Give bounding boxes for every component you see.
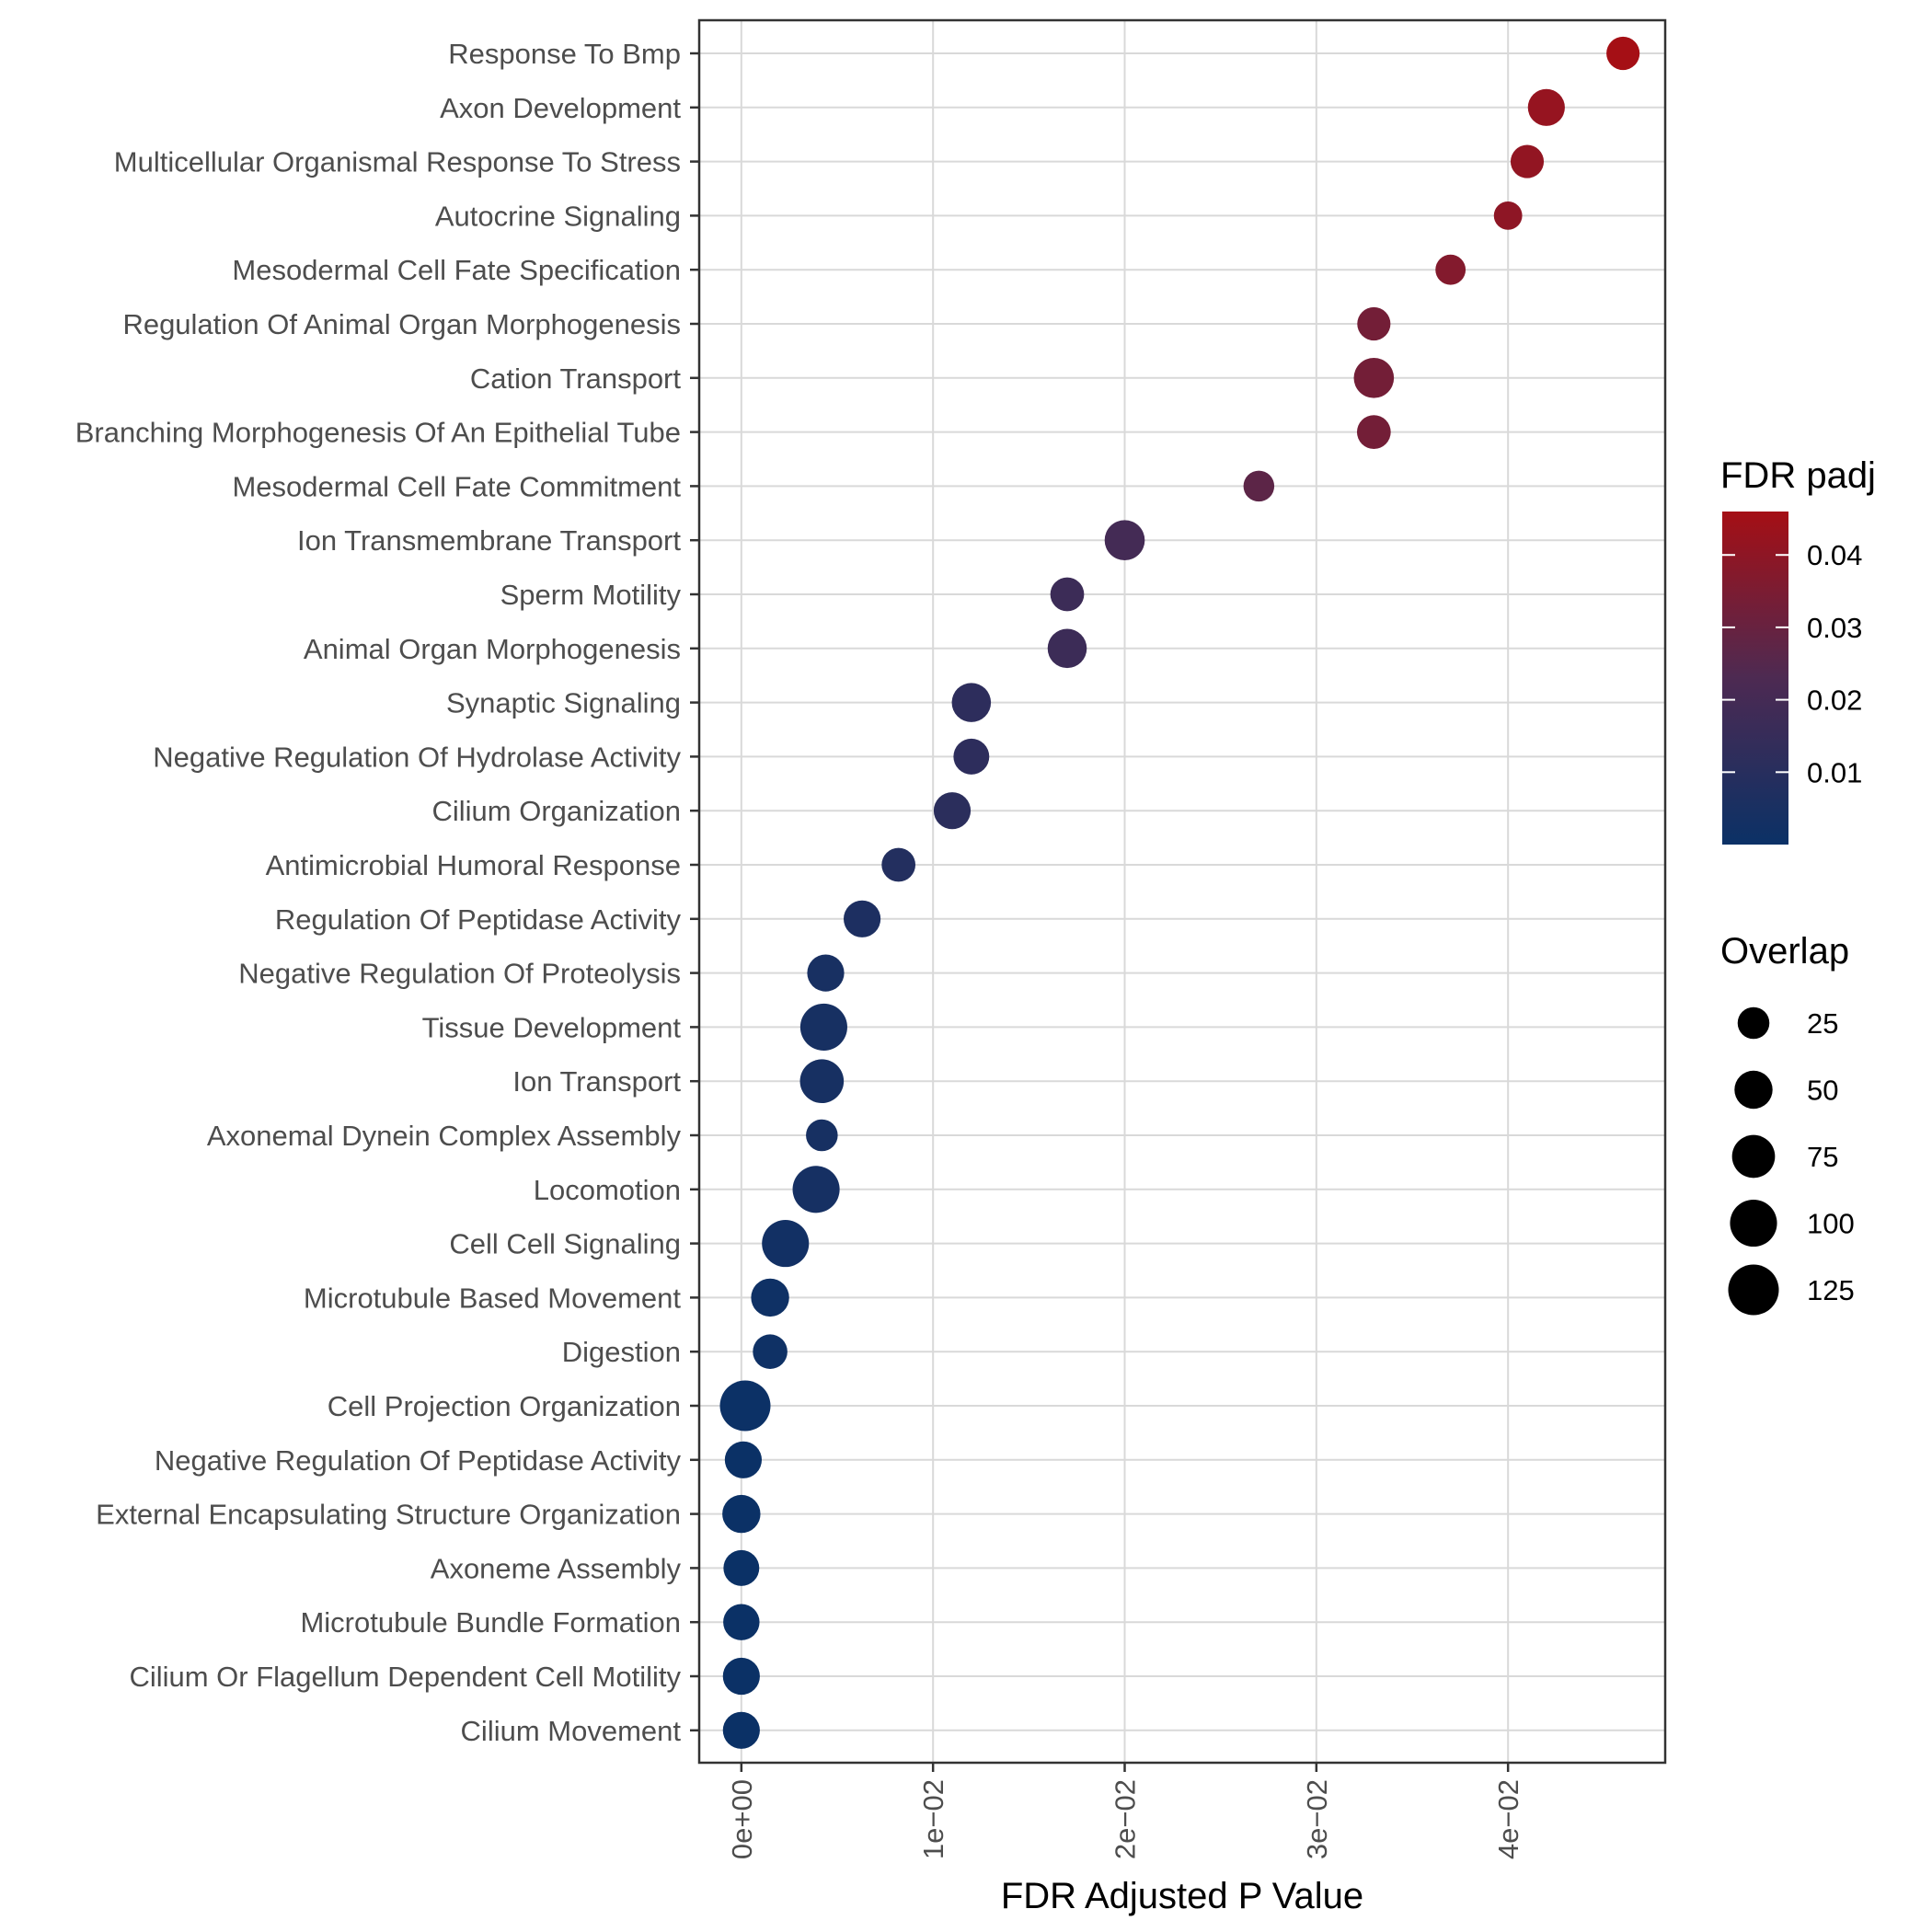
- y-tick-label: Cilium Movement: [461, 1715, 682, 1747]
- data-point: [723, 1604, 760, 1640]
- color-legend-label: 0.03: [1807, 612, 1862, 644]
- data-point: [1606, 36, 1640, 71]
- y-tick-label: Negative Regulation Of Hydrolase Activit…: [153, 741, 681, 773]
- data-point: [1527, 88, 1565, 126]
- size-legend-dot: [1730, 1199, 1777, 1248]
- data-point: [799, 1059, 845, 1103]
- y-tick-label: Microtubule Bundle Formation: [300, 1606, 681, 1639]
- y-tick-label: Axoneme Assembly: [431, 1552, 682, 1584]
- size-legend-title: Overlap: [1720, 931, 1849, 972]
- size-legend-dot: [1737, 1006, 1770, 1040]
- y-tick-label: Cation Transport: [470, 362, 682, 395]
- data-point: [799, 1003, 847, 1051]
- data-point: [1435, 254, 1466, 285]
- y-tick-label: Response To Bmp: [448, 38, 681, 70]
- data-point: [843, 900, 881, 937]
- color-legend: FDR padj 0.04 0.03 0.02 0.01: [1720, 455, 1876, 845]
- y-tick-label: Mesodermal Cell Fate Specification: [232, 254, 681, 286]
- x-axis-title: FDR Adjusted P Value: [1001, 1876, 1363, 1916]
- y-tick-label: Animal Organ Morphogenesis: [304, 633, 681, 665]
- y-tick-label: Tissue Development: [422, 1011, 682, 1043]
- size-legend-dot: [1728, 1264, 1779, 1316]
- y-tick-label: Cell Projection Organization: [328, 1390, 681, 1422]
- size-legend-label: 25: [1807, 1007, 1838, 1040]
- y-tick-label: Mesodermal Cell Fate Commitment: [232, 470, 681, 502]
- data-point: [722, 1494, 761, 1534]
- y-tick-label: Cilium Or Flagellum Dependent Cell Motil…: [129, 1661, 681, 1693]
- size-legend-label: 75: [1807, 1141, 1838, 1173]
- size-legend-label: 125: [1807, 1274, 1855, 1306]
- y-tick-label: Autocrine Signaling: [435, 200, 681, 232]
- data-point: [719, 1380, 771, 1432]
- data-point: [1357, 306, 1391, 341]
- size-legend-label: 100: [1807, 1208, 1855, 1240]
- y-axis: Response To Bmp Axon Development Multicell…: [75, 38, 699, 1747]
- data-point: [1493, 201, 1523, 230]
- y-tick-label: Cilium Organization: [432, 795, 682, 827]
- color-legend-label: 0.04: [1807, 539, 1862, 571]
- size-legend-dot: [1731, 1134, 1776, 1179]
- data-point: [792, 1166, 840, 1213]
- y-tick-label: Microtubule Based Movement: [304, 1282, 681, 1314]
- data-point: [1104, 520, 1145, 561]
- data-point: [751, 1278, 789, 1317]
- y-tick-label: Cell Cell Signaling: [449, 1228, 681, 1260]
- x-tick-label: 2e−02: [1110, 1779, 1142, 1859]
- size-legend: Overlap 25 50 75 100 125: [1720, 931, 1855, 1316]
- data-point: [881, 847, 916, 882]
- y-tick-label: Multicellular Organismal Response To Str…: [114, 146, 681, 178]
- data-point: [724, 1441, 763, 1478]
- data-points: [719, 36, 1640, 1749]
- y-tick-label: Antimicrobial Humoral Response: [266, 849, 681, 881]
- data-point: [722, 1711, 760, 1749]
- y-tick-label: Regulation Of Animal Organ Morphogenesis: [122, 308, 681, 340]
- y-tick-label: Axonemal Dynein Complex Assembly: [207, 1120, 682, 1152]
- y-tick-label: Branching Morphogenesis Of An Epithelial…: [75, 417, 681, 449]
- x-axis: 0e+00 1e−02 2e−02 3e−02 4e−02: [726, 1763, 1524, 1859]
- size-legend-dot: [1734, 1070, 1773, 1110]
- y-tick-label: Ion Transport: [512, 1065, 681, 1098]
- y-tick-label: Digestion: [562, 1336, 681, 1368]
- data-point: [753, 1334, 788, 1369]
- y-tick-label: Sperm Motility: [500, 579, 682, 611]
- size-legend-label: 50: [1807, 1075, 1838, 1107]
- data-point: [1510, 144, 1545, 178]
- color-legend-label: 0.01: [1807, 756, 1862, 788]
- x-tick-label: 4e−02: [1492, 1779, 1524, 1859]
- data-point: [762, 1220, 810, 1268]
- data-point: [807, 954, 845, 992]
- color-legend-label: 0.02: [1807, 684, 1862, 717]
- y-tick-label: Ion Transmembrane Transport: [297, 524, 681, 557]
- y-tick-label: Locomotion: [534, 1174, 681, 1206]
- y-tick-label: Negative Regulation Of Proteolysis: [238, 958, 681, 990]
- x-tick-label: 1e−02: [917, 1779, 949, 1859]
- y-tick-label: External Encapsulating Structure Organiz…: [96, 1499, 681, 1531]
- data-point: [1356, 415, 1391, 449]
- data-point: [953, 738, 990, 775]
- data-point: [1353, 357, 1395, 398]
- y-tick-label: Axon Development: [440, 92, 681, 124]
- panel-border: [697, 18, 1667, 1765]
- data-point: [1047, 628, 1087, 669]
- x-tick-label: 3e−02: [1301, 1779, 1333, 1859]
- y-tick-label: Synaptic Signaling: [446, 687, 681, 719]
- data-point: [1050, 577, 1085, 612]
- data-point: [1243, 470, 1275, 502]
- color-legend-title: FDR padj: [1720, 455, 1876, 496]
- y-tick-label: Negative Regulation Of Peptidase Activit…: [155, 1444, 682, 1477]
- grid-lines: [699, 20, 1665, 1763]
- data-point: [722, 1657, 760, 1696]
- data-point: [933, 792, 972, 830]
- data-point: [806, 1119, 838, 1152]
- data-point: [723, 1549, 760, 1586]
- data-point: [951, 683, 992, 722]
- y-tick-label: Regulation Of Peptidase Activity: [275, 903, 682, 936]
- color-bar: [1722, 512, 1788, 845]
- x-tick-label: 0e+00: [726, 1779, 758, 1859]
